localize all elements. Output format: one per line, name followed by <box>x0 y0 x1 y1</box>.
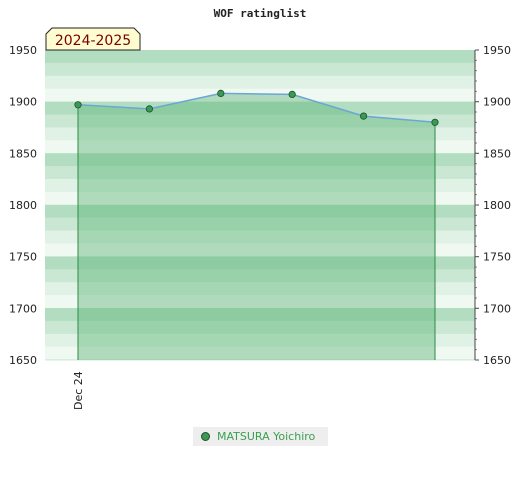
grid-band <box>45 114 475 128</box>
data-point[interactable] <box>145 105 153 113</box>
left-y-axis: 1650 1700 1750 1800 1850 1900 1950 <box>9 44 37 367</box>
y-tick-label-left: 1800 <box>9 199 37 212</box>
series-line <box>77 92 436 124</box>
data-point[interactable] <box>217 89 225 98</box>
plot-background-bands <box>45 50 475 361</box>
grid-band <box>45 191 475 206</box>
y-tick-label-left: 1650 <box>9 354 37 367</box>
y-tick-label-left: 1850 <box>9 147 37 160</box>
grid-band <box>45 62 475 77</box>
y-tick-label-right: 1650 <box>483 354 511 367</box>
y-tick-label-left: 1950 <box>9 44 37 57</box>
y-tick-label-right: 1700 <box>483 302 511 315</box>
grid-band <box>45 204 475 218</box>
data-point[interactable] <box>359 112 368 120</box>
legend-marker-icon <box>201 432 210 441</box>
grid-band <box>45 282 475 296</box>
grid-band <box>45 75 475 89</box>
legend[interactable]: MATSURA Yoichiro <box>193 427 328 446</box>
grid-band <box>45 140 475 154</box>
grid-band <box>45 333 475 347</box>
grid-band <box>45 88 475 102</box>
grid-band <box>45 50 475 64</box>
y-tick-label-right: 1750 <box>483 251 511 264</box>
y-tick-label-right: 1850 <box>483 147 511 160</box>
y-tick-label-right: 1950 <box>483 44 511 57</box>
data-point[interactable] <box>74 101 82 109</box>
grid-band <box>45 256 475 270</box>
grid-band <box>45 179 475 193</box>
x-tick-label: Dec 24 <box>72 371 85 410</box>
y-tick-label-left: 1700 <box>9 302 37 315</box>
grid-band <box>45 269 475 283</box>
season-badge: 2024-2025 <box>45 27 141 51</box>
grid-band <box>45 153 475 167</box>
grid-band <box>45 308 475 322</box>
chart-title: WOF ratinglist <box>214 7 307 20</box>
grid-band <box>45 359 475 361</box>
grid-band <box>45 166 475 180</box>
grid-band <box>45 230 475 244</box>
y-tick-label-left: 1900 <box>9 96 37 109</box>
series-markers <box>74 89 439 126</box>
data-point[interactable] <box>431 118 439 126</box>
y-tick-label-right: 1900 <box>483 96 511 109</box>
season-label: 2024-2025 <box>55 33 131 49</box>
legend-series-label: MATSURA Yoichiro <box>217 430 316 443</box>
grid-band <box>45 127 475 141</box>
grid-band <box>45 101 475 115</box>
data-point[interactable] <box>288 90 296 99</box>
grid-band <box>45 320 475 335</box>
y-tick-label-right: 1800 <box>483 199 511 212</box>
grid-band <box>45 243 475 257</box>
grid-band <box>45 295 475 309</box>
series-area-border <box>77 104 436 360</box>
right-y-axis: 1650 1700 1750 1800 1850 1900 1950 <box>474 44 511 367</box>
series-area <box>78 93 435 361</box>
grid-band <box>45 217 475 231</box>
y-tick-label-left: 1750 <box>9 251 37 264</box>
grid-band <box>45 346 475 360</box>
